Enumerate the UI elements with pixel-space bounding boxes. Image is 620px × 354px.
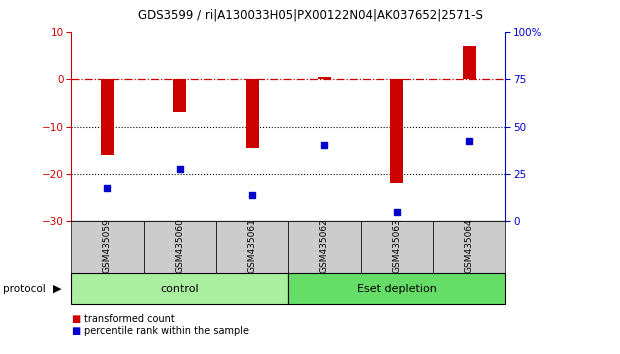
Text: ■: ■ <box>71 314 81 324</box>
Text: protocol: protocol <box>3 284 46 293</box>
Text: percentile rank within the sample: percentile rank within the sample <box>84 326 249 336</box>
Text: GSM435064: GSM435064 <box>464 218 474 273</box>
Bar <box>288 221 361 273</box>
Bar <box>173 79 186 112</box>
Bar <box>390 79 403 183</box>
Text: transformed count: transformed count <box>84 314 174 324</box>
Text: GSM435059: GSM435059 <box>103 218 112 273</box>
Bar <box>71 221 144 273</box>
Bar <box>288 273 505 304</box>
Text: GSM435062: GSM435062 <box>320 218 329 273</box>
Text: Eset depletion: Eset depletion <box>357 284 436 293</box>
Text: GDS3599 / ri|A130033H05|PX00122N04|AK037652|2571-S: GDS3599 / ri|A130033H05|PX00122N04|AK037… <box>138 9 482 22</box>
Bar <box>246 79 259 148</box>
Text: GSM435060: GSM435060 <box>175 218 184 273</box>
Bar <box>318 77 331 79</box>
Bar <box>71 273 288 304</box>
Text: GSM435063: GSM435063 <box>392 218 401 273</box>
Bar <box>433 221 505 273</box>
Bar <box>216 221 288 273</box>
Text: control: control <box>161 284 199 293</box>
Bar <box>361 221 433 273</box>
Bar <box>144 221 216 273</box>
Text: ▶: ▶ <box>53 284 62 293</box>
Bar <box>463 46 476 79</box>
Text: ■: ■ <box>71 326 81 336</box>
Bar <box>101 79 114 155</box>
Text: GSM435061: GSM435061 <box>247 218 257 273</box>
